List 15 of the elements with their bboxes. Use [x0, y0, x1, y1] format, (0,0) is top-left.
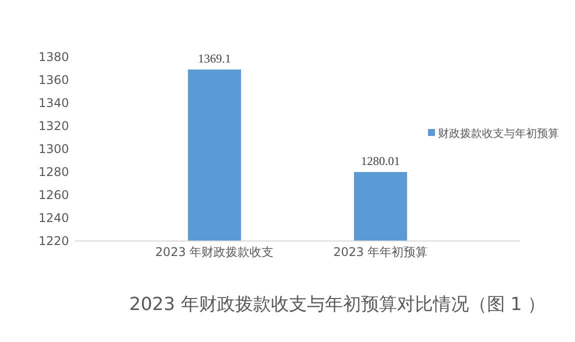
text: 2023 年财政拨款收支与年初预算对比情况（图 1 ） — [129, 294, 546, 315]
x-tick-label: 2023 年财政拨款收支 — [155, 245, 274, 259]
data-label: 1280.01 — [361, 154, 400, 168]
y-tick-label: 1320 — [38, 119, 69, 134]
y-tick-label: 1380 — [38, 50, 69, 64]
legend-label: 财政拨款收支与年初预算 — [438, 126, 559, 140]
x-tick-label: 2023 年年初预算 — [333, 245, 428, 259]
y-tick-label: 1340 — [38, 96, 69, 110]
y-tick-label: 1360 — [38, 73, 69, 88]
y-tick-label: 1220 — [38, 234, 69, 248]
y-tick-label: 1260 — [38, 188, 69, 202]
data-label: 1369.1 — [198, 52, 231, 66]
y-tick-label: 1300 — [38, 142, 69, 156]
y-tick-label: 1240 — [38, 211, 69, 226]
y-tick-label: 1280 — [38, 165, 69, 180]
